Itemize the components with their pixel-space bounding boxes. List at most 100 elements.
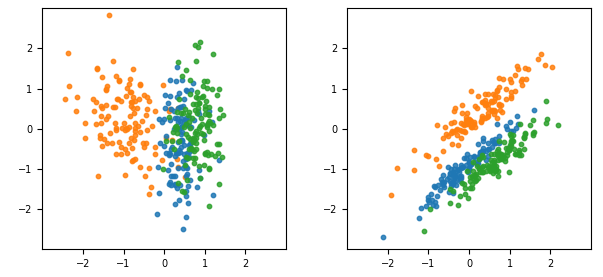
Point (488, 100, 497, 104)
Point (169, 147, 179, 151)
Point (460, 130, 470, 134)
Point (451, 128, 461, 132)
Point (186, 126, 195, 130)
Point (494, 133, 504, 138)
Point (483, 165, 493, 170)
Point (176, 138, 186, 143)
Point (449, 167, 459, 171)
Point (455, 179, 465, 183)
Point (460, 186, 470, 190)
Point (475, 165, 484, 170)
Point (487, 109, 497, 114)
Point (490, 137, 500, 141)
Point (126, 104, 136, 109)
Point (160, 106, 170, 110)
Point (92, 67, 101, 71)
Point (181, 165, 191, 169)
Point (471, 171, 481, 176)
Point (186, 147, 196, 151)
Point (175, 150, 185, 154)
Point (164, 109, 174, 113)
Point (462, 118, 472, 123)
Point (166, 174, 176, 178)
Point (452, 126, 461, 131)
Point (499, 155, 508, 160)
Point (456, 163, 466, 167)
Point (481, 102, 491, 106)
Point (192, 58, 201, 63)
Point (189, 137, 199, 141)
Point (447, 142, 457, 147)
Point (415, 206, 425, 210)
Point (95, 136, 105, 140)
Point (424, 200, 434, 204)
Point (192, 185, 201, 189)
Point (456, 121, 466, 126)
Point (191, 155, 200, 160)
Point (192, 111, 202, 115)
Point (446, 166, 455, 171)
Point (456, 174, 466, 178)
Point (172, 186, 182, 191)
Point (101, 87, 111, 91)
Point (179, 96, 189, 101)
Point (93, 174, 103, 178)
Point (194, 167, 203, 172)
Point (142, 107, 152, 111)
Point (172, 109, 182, 114)
Point (483, 106, 493, 111)
Point (184, 124, 194, 128)
Point (497, 110, 507, 114)
Point (448, 189, 458, 193)
Point (541, 62, 551, 67)
Point (167, 145, 177, 149)
Point (553, 123, 563, 127)
Point (537, 52, 546, 57)
Point (444, 190, 454, 195)
Point (171, 124, 181, 128)
Point (191, 141, 200, 146)
Point (487, 108, 497, 112)
Point (154, 116, 163, 121)
Point (454, 170, 464, 175)
Point (444, 134, 453, 138)
Point (476, 152, 485, 157)
Point (183, 156, 193, 160)
Point (468, 182, 478, 186)
Point (453, 166, 463, 171)
Point (480, 98, 490, 102)
Point (167, 139, 177, 143)
Point (414, 216, 424, 220)
Point (491, 167, 500, 172)
Point (484, 164, 493, 168)
Point (125, 141, 134, 145)
Point (169, 109, 179, 113)
Point (185, 147, 194, 152)
Point (101, 103, 111, 107)
Point (464, 117, 474, 121)
Point (473, 161, 483, 165)
Point (467, 125, 477, 129)
Point (461, 163, 471, 168)
Point (171, 124, 180, 129)
Point (130, 157, 140, 161)
Point (170, 182, 180, 186)
Point (506, 139, 516, 143)
Point (115, 78, 124, 83)
Point (438, 172, 448, 177)
Point (128, 94, 137, 99)
Point (456, 166, 466, 170)
Point (218, 112, 228, 117)
Point (188, 136, 198, 140)
Point (506, 80, 516, 85)
Point (492, 89, 502, 93)
Point (502, 127, 512, 132)
Point (472, 162, 482, 166)
Point (517, 83, 526, 88)
Point (192, 132, 202, 136)
Point (185, 77, 195, 82)
Point (89, 109, 98, 113)
Point (116, 99, 125, 104)
Point (493, 147, 503, 152)
Point (203, 86, 212, 91)
